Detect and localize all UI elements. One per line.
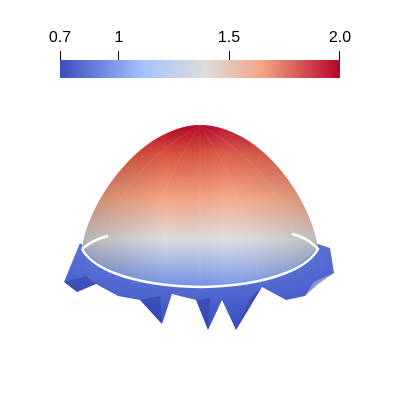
surface-skirt-shadow (64, 273, 334, 330)
equator-ring-back (81, 234, 109, 250)
colorbar-tick-label-max: 2.0 (328, 29, 352, 46)
dome-shading (82, 125, 318, 288)
colorbar-tick-label-1-5: 1.5 (217, 29, 241, 46)
colorbar (60, 60, 340, 78)
equator-ring (80, 232, 320, 289)
colorbar-tick-label-min: 0.7 (48, 29, 72, 46)
dome-facets (99, 124, 301, 288)
surface-skirt (64, 243, 334, 330)
colorbar-tick-mark (229, 51, 230, 60)
colorbar-tick-label-1: 1 (114, 29, 124, 46)
colorbar-tick-mark (60, 51, 61, 60)
colorbar-tick-mark (118, 51, 119, 60)
colorbar-tick-mark (339, 51, 340, 60)
